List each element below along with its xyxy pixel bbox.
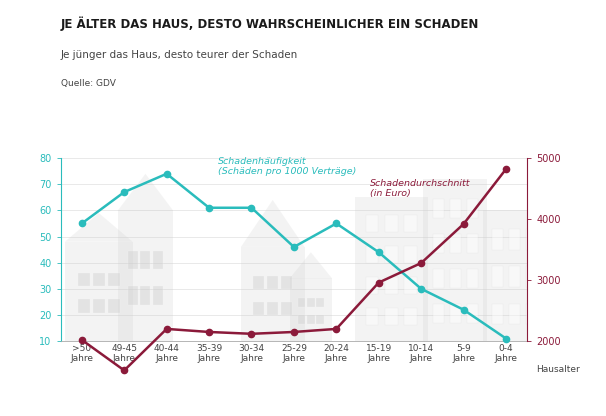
Text: Quelle: GDV: Quelle: GDV <box>61 79 116 88</box>
Bar <box>366 308 379 325</box>
Bar <box>450 199 461 218</box>
Bar <box>467 269 478 288</box>
Bar <box>281 276 293 290</box>
Bar <box>93 272 105 287</box>
Bar <box>366 215 379 232</box>
Bar <box>78 300 90 313</box>
Bar <box>298 315 305 324</box>
Bar <box>385 246 398 263</box>
Bar <box>253 302 264 315</box>
Bar <box>281 302 293 315</box>
Bar <box>355 197 428 341</box>
Bar <box>526 229 537 250</box>
Bar <box>526 304 537 324</box>
Bar <box>467 199 478 218</box>
Text: Hausalter: Hausalter <box>536 365 579 374</box>
Bar <box>141 286 150 305</box>
Bar <box>267 276 278 290</box>
Bar <box>307 298 315 307</box>
Bar <box>298 298 305 307</box>
Bar <box>467 234 478 253</box>
Text: Schadendurchschnitt
(in Euro): Schadendurchschnitt (in Euro) <box>370 179 471 198</box>
Bar <box>424 179 487 341</box>
Bar <box>108 272 120 287</box>
Bar <box>385 215 398 232</box>
Bar <box>404 246 417 263</box>
Bar <box>267 302 278 315</box>
Bar <box>492 304 503 324</box>
Bar <box>450 234 461 253</box>
Bar <box>526 266 537 287</box>
Bar <box>316 315 324 324</box>
Bar <box>450 269 461 288</box>
Text: Je jünger das Haus, desto teurer der Schaden: Je jünger das Haus, desto teurer der Sch… <box>61 50 298 60</box>
Bar <box>509 229 520 250</box>
Text: JE ÄLTER DAS HAUS, DESTO WAHRSCHEINLICHER EIN SCHADEN: JE ÄLTER DAS HAUS, DESTO WAHRSCHEINLICHE… <box>61 17 479 31</box>
Bar <box>467 304 478 323</box>
Polygon shape <box>65 213 133 242</box>
Bar <box>241 247 305 341</box>
Bar <box>450 304 461 323</box>
Bar <box>93 300 105 313</box>
Bar <box>492 229 503 250</box>
Polygon shape <box>241 200 304 247</box>
Bar <box>509 304 520 324</box>
Bar <box>366 277 379 294</box>
Bar <box>433 304 444 323</box>
Bar <box>404 308 417 325</box>
Bar <box>385 277 398 294</box>
Bar <box>433 269 444 288</box>
Bar <box>128 286 138 305</box>
Bar <box>316 298 324 307</box>
Bar <box>433 199 444 218</box>
Bar <box>404 277 417 294</box>
Bar <box>153 251 162 269</box>
Bar <box>78 272 90 287</box>
Text: Schadenhäufigkeit
(Schäden pro 1000 Verträge): Schadenhäufigkeit (Schäden pro 1000 Ver… <box>218 157 356 176</box>
Polygon shape <box>290 252 332 278</box>
Bar <box>253 276 264 290</box>
Bar <box>509 266 520 287</box>
Bar <box>307 315 315 324</box>
Polygon shape <box>118 174 173 210</box>
Bar <box>153 286 162 305</box>
Bar <box>385 308 398 325</box>
Bar <box>404 215 417 232</box>
Bar <box>492 266 503 287</box>
Bar <box>128 251 138 269</box>
Bar <box>108 300 120 313</box>
Bar <box>482 210 547 341</box>
Bar <box>65 242 133 341</box>
Bar <box>118 210 173 341</box>
Bar <box>141 251 150 269</box>
Bar <box>366 246 379 263</box>
Bar <box>290 278 332 341</box>
Bar <box>433 234 444 253</box>
